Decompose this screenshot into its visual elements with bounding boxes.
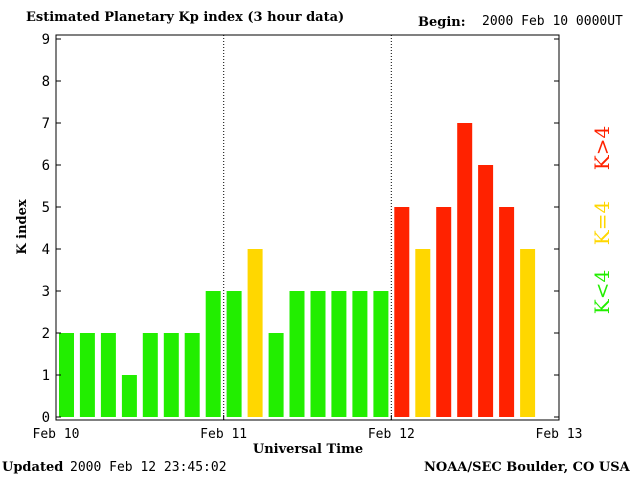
y-tick-label: 9 xyxy=(42,32,50,48)
credit: NOAA/SEC Boulder, CO USA xyxy=(424,460,630,475)
x-axis-ticks: Feb 10 Feb 11 Feb 12 Feb 13 xyxy=(33,415,583,442)
y-tick-label: 4 xyxy=(42,242,50,258)
x-tick-label: Feb 12 xyxy=(368,427,415,442)
kp-bar xyxy=(142,333,158,417)
kp-bar xyxy=(247,249,263,417)
kp-bar xyxy=(478,165,494,417)
chart-title: Estimated Planetary Kp index (3 hour dat… xyxy=(26,10,345,25)
legend-low: K<4 xyxy=(590,270,614,314)
plot-frame xyxy=(55,34,560,421)
kp-bar xyxy=(226,291,242,417)
begin-value: 2000 Feb 10 0000UT xyxy=(482,14,623,29)
kp-bar xyxy=(457,123,473,417)
kp-bar xyxy=(100,333,116,417)
begin-label: Begin: xyxy=(418,15,466,30)
updated-label: Updated xyxy=(2,460,64,475)
legend-equal: K=4 xyxy=(590,201,614,245)
kp-bar xyxy=(59,333,74,417)
kp-bar xyxy=(499,207,515,417)
kp-bar xyxy=(394,207,410,417)
y-axis-label: K index xyxy=(15,199,30,255)
kp-bar xyxy=(205,291,221,417)
x-tick-label: Feb 11 xyxy=(200,427,247,442)
kp-bar xyxy=(436,207,452,417)
legend-high: K>4 xyxy=(590,126,614,170)
x-tick-label: Feb 10 xyxy=(33,427,80,442)
x-tick-label: Feb 13 xyxy=(536,427,583,442)
y-tick-label: 1 xyxy=(42,368,50,384)
kp-bar xyxy=(415,249,431,417)
kp-bar xyxy=(79,333,95,417)
bars-layer xyxy=(59,123,536,417)
kp-bar xyxy=(163,333,179,417)
y-tick-label: 5 xyxy=(42,200,50,216)
x-axis-label: Universal Time xyxy=(253,442,363,457)
y-axis-ticks: 0 1 2 3 4 5 6 7 8 9 xyxy=(42,32,559,426)
kp-bar xyxy=(268,333,284,417)
y-tick-label: 8 xyxy=(42,74,50,90)
y-tick-label: 6 xyxy=(42,158,50,174)
kp-bar xyxy=(373,291,389,417)
y-tick-label: 0 xyxy=(42,410,50,426)
kp-bar xyxy=(520,249,536,417)
kp-bar xyxy=(352,291,368,417)
y-tick-label: 3 xyxy=(42,284,50,300)
kp-bar xyxy=(289,291,305,417)
updated-value: 2000 Feb 12 23:45:02 xyxy=(70,460,227,475)
day-separators xyxy=(223,35,392,420)
kp-bar xyxy=(310,291,326,417)
y-tick-label: 7 xyxy=(42,116,50,132)
kp-bar xyxy=(184,333,200,417)
kp-bar xyxy=(121,375,137,417)
kp-bar xyxy=(331,291,347,417)
y-tick-label: 2 xyxy=(42,326,50,342)
